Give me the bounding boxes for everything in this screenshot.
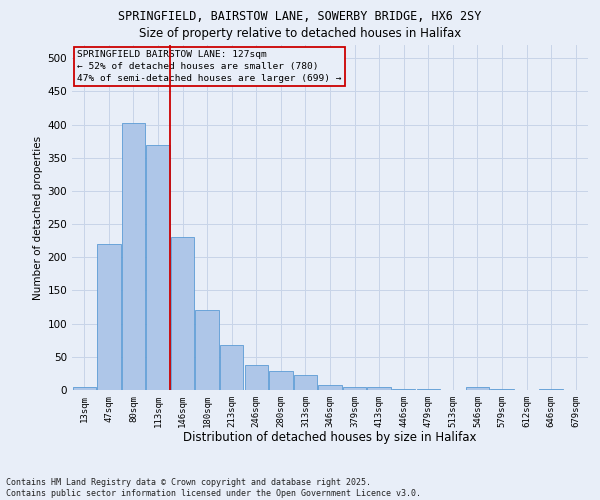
X-axis label: Distribution of detached houses by size in Halifax: Distribution of detached houses by size … [183, 432, 477, 444]
Bar [196, 310, 219, 390]
Bar [367, 388, 391, 390]
Text: SPRINGFIELD, BAIRSTOW LANE, SOWERBY BRIDGE, HX6 2SY: SPRINGFIELD, BAIRSTOW LANE, SOWERBY BRID… [118, 10, 482, 23]
Bar [146, 144, 170, 390]
Bar [466, 386, 489, 390]
Bar [73, 388, 96, 390]
Bar [97, 244, 121, 390]
Text: Contains HM Land Registry data © Crown copyright and database right 2025.
Contai: Contains HM Land Registry data © Crown c… [6, 478, 421, 498]
Text: Size of property relative to detached houses in Halifax: Size of property relative to detached ho… [139, 28, 461, 40]
Bar [294, 376, 317, 390]
Bar [392, 388, 415, 390]
Bar [319, 384, 341, 390]
Bar [220, 345, 244, 390]
Bar [122, 122, 145, 390]
Bar [343, 386, 366, 390]
Bar [245, 365, 268, 390]
Bar [171, 238, 194, 390]
Bar [269, 372, 293, 390]
Text: SPRINGFIELD BAIRSTOW LANE: 127sqm
← 52% of detached houses are smaller (780)
47%: SPRINGFIELD BAIRSTOW LANE: 127sqm ← 52% … [77, 50, 341, 83]
Y-axis label: Number of detached properties: Number of detached properties [33, 136, 43, 300]
